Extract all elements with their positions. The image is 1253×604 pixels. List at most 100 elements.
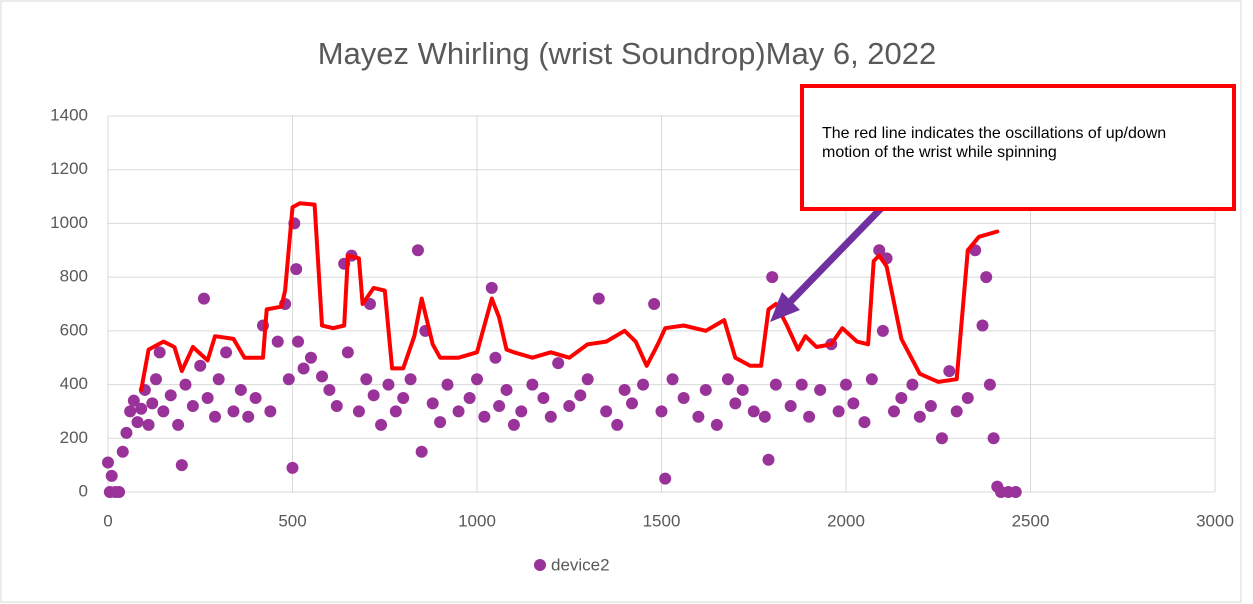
y-tick-label: 0 (79, 481, 88, 500)
point (865, 373, 878, 386)
annotation-curve (139, 201, 1000, 392)
point (172, 418, 185, 431)
point (127, 394, 140, 407)
point (404, 373, 417, 386)
point (330, 400, 343, 413)
point (234, 383, 247, 396)
point (120, 426, 133, 439)
point (987, 432, 1000, 445)
y-tick-label: 1000 (50, 213, 88, 232)
point (500, 383, 513, 396)
point (611, 418, 624, 431)
x-tick-label: 500 (278, 511, 306, 530)
point (367, 389, 380, 402)
point (552, 357, 565, 370)
point (175, 459, 188, 472)
point (201, 392, 214, 404)
x-tick-label: 1000 (458, 511, 496, 530)
point (769, 378, 782, 391)
point (648, 298, 661, 310)
point (489, 351, 502, 364)
point (950, 405, 963, 418)
point (271, 335, 284, 348)
point (352, 405, 365, 418)
point (961, 392, 974, 404)
point (397, 392, 410, 404)
point (286, 461, 299, 474)
point (212, 373, 225, 386)
y-tick-label: 1400 (50, 105, 88, 124)
point (426, 397, 439, 410)
point (736, 383, 749, 396)
point (762, 453, 775, 466)
point (197, 292, 210, 305)
point (847, 397, 860, 410)
point (242, 410, 255, 423)
point (699, 383, 712, 396)
y-tick-label: 600 (60, 320, 88, 339)
point (179, 378, 192, 391)
point (840, 378, 852, 391)
x-tick-label: 2000 (827, 511, 865, 530)
y-tick-label: 400 (60, 374, 88, 393)
point (1009, 486, 1022, 498)
point (537, 392, 550, 404)
point (411, 244, 424, 257)
point (290, 263, 303, 276)
point (194, 359, 207, 372)
point (913, 410, 926, 423)
y-tick-label: 200 (60, 428, 88, 447)
point (983, 378, 996, 391)
point (677, 392, 690, 404)
point (710, 418, 723, 431)
x-tick-label: 3000 (1196, 511, 1234, 530)
point (563, 400, 576, 413)
point (153, 346, 166, 359)
point (507, 418, 520, 431)
point (434, 416, 447, 429)
point (113, 486, 126, 498)
point (784, 400, 797, 413)
point (618, 383, 631, 396)
point (895, 392, 908, 404)
point (625, 397, 638, 410)
point (282, 373, 295, 386)
point (976, 319, 989, 332)
point (887, 405, 900, 418)
point (600, 405, 613, 418)
point (858, 416, 871, 429)
annotation-arrow (787, 193, 896, 305)
point (227, 405, 240, 418)
point (360, 373, 373, 386)
point (292, 335, 305, 348)
chart-title: Mayez Whirling (wrist Soundrop)May 6, 20… (318, 36, 937, 71)
point (581, 373, 594, 386)
point (876, 324, 889, 337)
point (452, 405, 465, 418)
x-tick-label: 2500 (1012, 511, 1050, 530)
point (493, 400, 506, 413)
point (659, 472, 672, 485)
point (666, 373, 679, 386)
point (341, 346, 354, 359)
point (323, 383, 336, 396)
point (389, 405, 402, 418)
point (485, 281, 498, 294)
point (637, 378, 650, 391)
point (142, 418, 155, 431)
x-tick-label: 1500 (643, 511, 681, 530)
point (906, 378, 919, 391)
point (747, 405, 760, 418)
point (220, 346, 233, 359)
point (116, 445, 129, 458)
point (729, 397, 742, 410)
point (131, 416, 144, 429)
point (980, 271, 993, 284)
point (574, 389, 587, 402)
point (149, 373, 162, 386)
point (164, 389, 177, 402)
point (721, 373, 734, 386)
y-tick-label: 800 (60, 267, 88, 286)
point (873, 244, 886, 257)
